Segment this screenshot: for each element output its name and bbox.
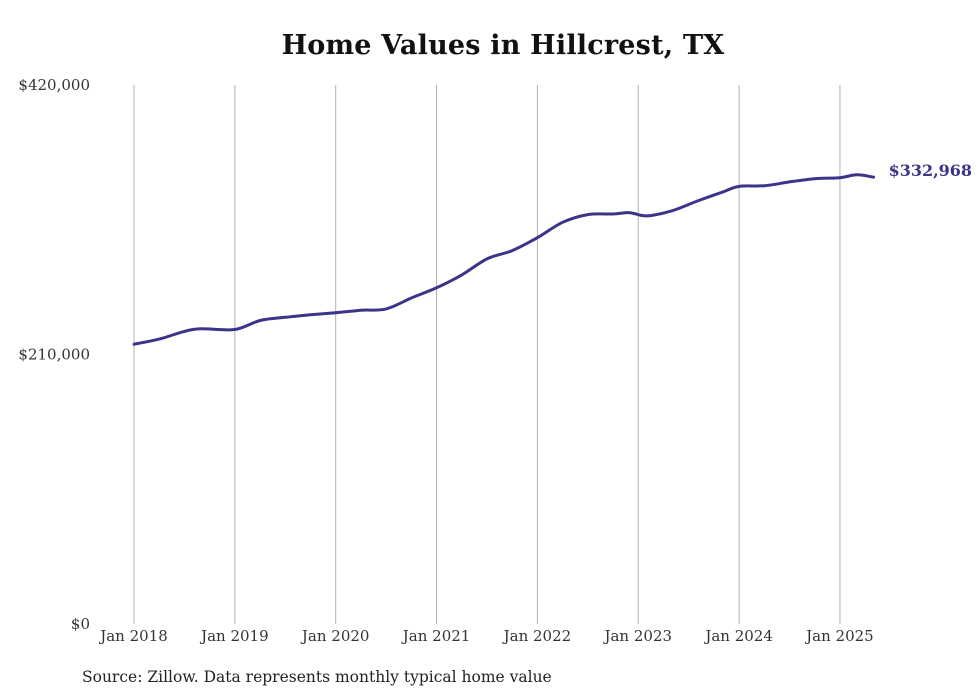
x-tick-label: Jan 2022 <box>502 627 572 645</box>
source-note: Source: Zillow. Data represents monthly … <box>82 668 552 686</box>
label-layer: $332,968 <box>889 161 973 180</box>
y-tick-label: $420,000 <box>18 76 90 94</box>
y-tick-label: $210,000 <box>18 346 90 364</box>
x-tick-label: Jan 2020 <box>300 627 370 645</box>
x-tick-label: Jan 2025 <box>804 627 874 645</box>
y-tick-label: $0 <box>71 615 90 633</box>
series-layer <box>132 173 876 346</box>
y-axis-ticks: $0 $210,000 $420,000 <box>18 76 90 633</box>
x-tick-label: Jan 2019 <box>199 627 269 645</box>
x-tick-label: Jan 2023 <box>602 627 672 645</box>
gridlines <box>133 85 841 624</box>
x-tick-label: Jan 2021 <box>401 627 471 645</box>
x-tick-label: Jan 2024 <box>703 627 773 645</box>
end-value-label: $332,968 <box>889 161 973 180</box>
x-tick-label: Jan 2018 <box>98 627 168 645</box>
series-line <box>132 173 876 346</box>
chart-title: Home Values in Hillcrest, TX <box>281 30 725 61</box>
x-axis-ticks: Jan 2018 Jan 2019 Jan 2020 Jan 2021 Jan 2022… <box>98 627 874 645</box>
